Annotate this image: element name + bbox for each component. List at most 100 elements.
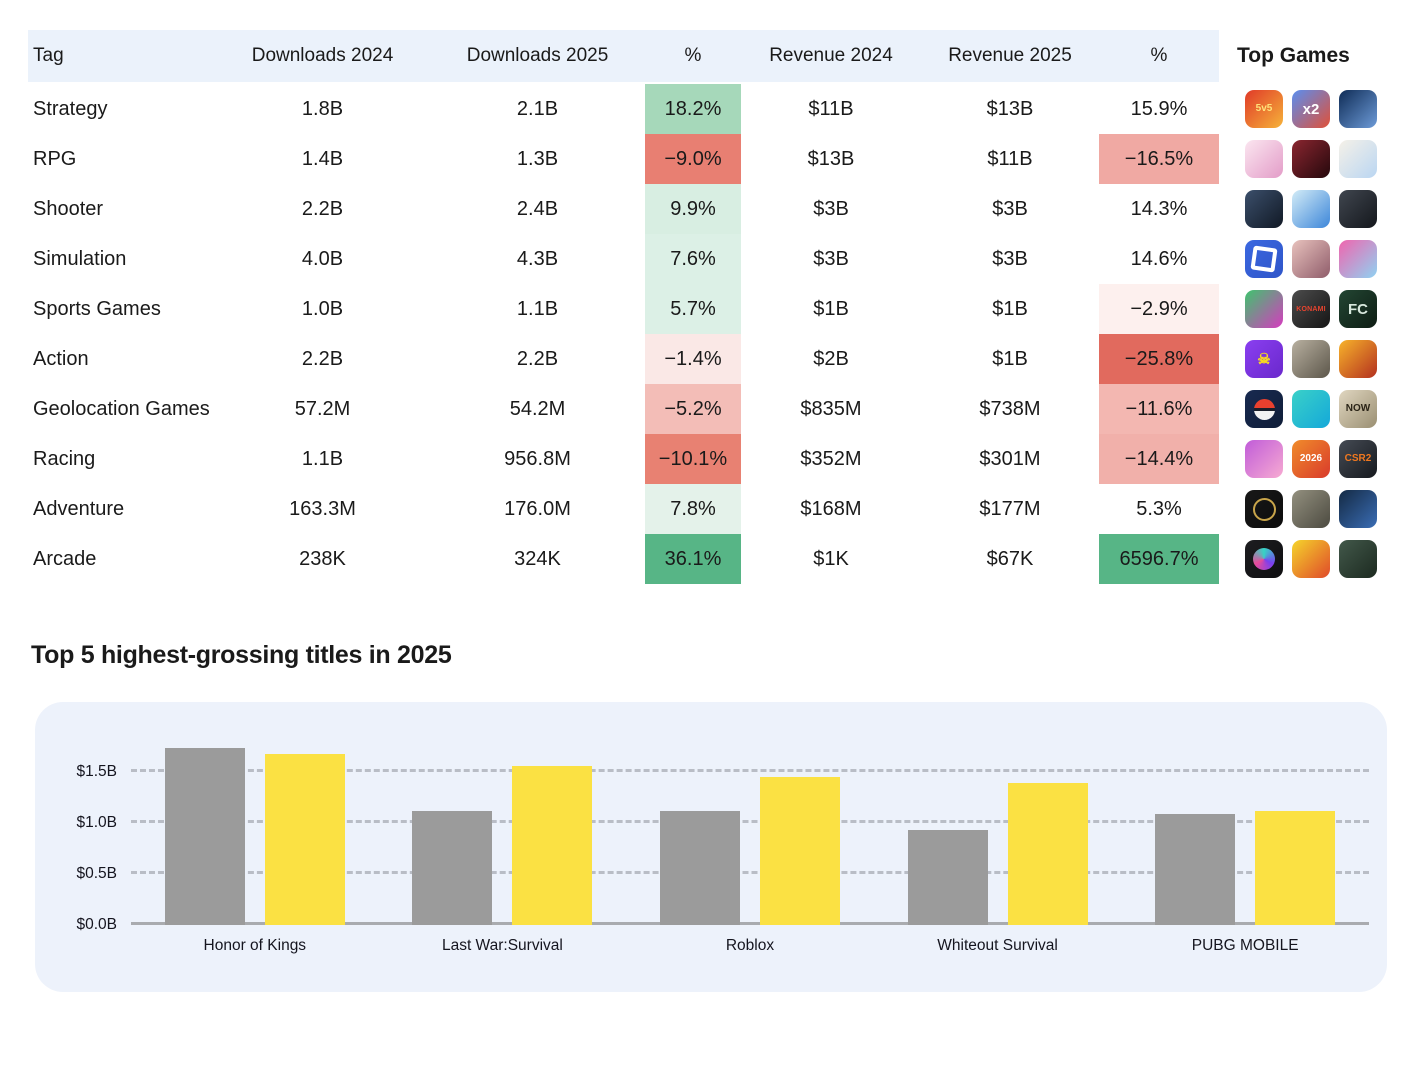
downloads-change-cell: −10.1% bbox=[645, 434, 741, 484]
downloads-change-cell: −5.2% bbox=[645, 384, 741, 434]
bar-group bbox=[1121, 702, 1369, 925]
chart-title: Top 5 highest-grossing titles in 2025 bbox=[31, 641, 452, 669]
bar-group bbox=[874, 702, 1122, 925]
revenue-2025-value: $13B bbox=[986, 97, 1034, 120]
downloads-2024-value: 2.2B bbox=[301, 197, 344, 220]
header-revenue-pct: % bbox=[1099, 30, 1219, 82]
downloads-2024-value: 1.1B bbox=[301, 447, 344, 470]
brawl-stars-glyph: ☠ bbox=[1257, 350, 1271, 368]
csr2-icon: CSR2 bbox=[1339, 440, 1377, 478]
twisted-wonderland-icon bbox=[1245, 490, 1283, 528]
category-label: Honor of Kings bbox=[203, 937, 307, 954]
top-games-icons: KONAMI FC bbox=[1219, 284, 1377, 334]
tag-label: Action bbox=[33, 347, 89, 370]
y-tick-label: $0.0B bbox=[76, 916, 117, 933]
downloads-change-cell: −1.4% bbox=[645, 334, 741, 384]
downloads-2025-value: 1.1B bbox=[516, 297, 559, 320]
csr2-glyph: CSR2 bbox=[1344, 453, 1372, 464]
table-row: Arcade 238K 324K 36.1% $1K $67K 6596.7% bbox=[28, 534, 1422, 584]
top-games-icons: 5v5 x2 bbox=[1219, 84, 1377, 134]
identity-v-icon bbox=[1292, 340, 1330, 378]
bar-2025 bbox=[759, 777, 840, 925]
ea-sports-fc-icon: FC bbox=[1339, 290, 1377, 328]
table-row: Geolocation Games 57.2M 54.2M −5.2% $835M $73… bbox=[28, 384, 1422, 434]
top-games-icons: NOW bbox=[1219, 384, 1377, 434]
honkai-star-rail-icon bbox=[1245, 140, 1283, 178]
downloads-2025-value: 324K bbox=[514, 547, 561, 570]
umamusume-icon bbox=[1339, 240, 1377, 278]
racing-2026-glyph: 2026 bbox=[1299, 453, 1323, 464]
roblox-icon bbox=[1245, 240, 1283, 278]
gridline bbox=[131, 820, 1369, 823]
downloads-2024-value: 238K bbox=[299, 547, 346, 570]
header-tag: Tag bbox=[28, 30, 215, 82]
revenue-change-cell: −14.4% bbox=[1099, 434, 1219, 484]
plot bbox=[131, 702, 1369, 925]
top-games-icons: 2026 CSR2 bbox=[1219, 434, 1377, 484]
action-flame-icon bbox=[1339, 340, 1377, 378]
revenue-2024-value: $1K bbox=[813, 547, 849, 570]
top-games-icons: ☠ bbox=[1219, 334, 1377, 384]
last-war-survival-glyph: x2 bbox=[1302, 100, 1320, 118]
last-war-survival-icon: x2 bbox=[1292, 90, 1330, 128]
downloads-change-cell: 7.6% bbox=[645, 234, 741, 284]
revenue-2024-value: $835M bbox=[800, 397, 862, 420]
arcade-swirl-icon bbox=[1245, 540, 1283, 578]
tag-label: RPG bbox=[33, 147, 77, 170]
revenue-2025-value: $738M bbox=[979, 397, 1041, 420]
table-row: Action 2.2B 2.2B −1.4% $2B $1B −25.8% ☠ bbox=[28, 334, 1422, 384]
revenue-2024-value: $13B bbox=[807, 147, 855, 170]
bar-2024 bbox=[1155, 813, 1236, 925]
downloads-2025-value: 2.4B bbox=[516, 197, 559, 220]
genshin-impact-icon bbox=[1339, 140, 1377, 178]
monster-hunter-now-icon: NOW bbox=[1339, 390, 1377, 428]
bar-2025 bbox=[512, 765, 593, 925]
tag-label: Geolocation Games bbox=[33, 397, 210, 420]
revenue-change-cell: 14.3% bbox=[1130, 197, 1188, 220]
honor-of-kings-icon: 5v5 bbox=[1245, 90, 1283, 128]
downloads-2024-value: 2.2B bbox=[301, 347, 344, 370]
revenue-2024-value: $3B bbox=[813, 247, 849, 270]
x-axis-line bbox=[131, 922, 1369, 925]
table-row: Shooter 2.2B 2.4B 9.9% $3B $3B 14.3% bbox=[28, 184, 1422, 234]
downloads-change-cell: 18.2% bbox=[645, 84, 741, 134]
revenue-change-cell: −11.6% bbox=[1099, 384, 1219, 434]
category-label: PUBG MOBILE bbox=[1191, 937, 1299, 954]
revenue-2025-value: $1B bbox=[992, 347, 1028, 370]
downloads-2024-value: 1.4B bbox=[301, 147, 344, 170]
top-games-icons bbox=[1219, 534, 1377, 584]
downloads-change-cell: 9.9% bbox=[645, 184, 741, 234]
arcade-warrior-icon bbox=[1339, 540, 1377, 578]
category-label: Roblox bbox=[725, 937, 775, 954]
last-day-on-earth-icon bbox=[1292, 490, 1330, 528]
revenue-2025-value: $3B bbox=[992, 247, 1028, 270]
tag-label: Shooter bbox=[33, 197, 104, 220]
downloads-2025-value: 176.0M bbox=[504, 497, 571, 520]
tag-label: Adventure bbox=[33, 497, 125, 520]
downloads-2024-value: 1.0B bbox=[301, 297, 344, 320]
bar-group bbox=[626, 702, 874, 925]
revenue-2025-value: $11B bbox=[987, 147, 1033, 170]
revenue-2025-value: $1B bbox=[992, 297, 1028, 320]
efootball-icon bbox=[1245, 290, 1283, 328]
y-tick-label: $1.5B bbox=[76, 763, 117, 780]
bar-group bbox=[131, 702, 379, 925]
revenue-2024-value: $11B bbox=[808, 97, 854, 120]
table-body: Strategy 1.8B 2.1B 18.2% $11B $13B 15.9% 5v5 x2 R… bbox=[28, 84, 1422, 584]
tag-label: Racing bbox=[33, 447, 96, 470]
revenue-2024-value: $3B bbox=[813, 197, 849, 220]
revenue-2024-value: $2B bbox=[813, 347, 849, 370]
downloads-2025-value: 956.8M bbox=[504, 447, 571, 470]
top-games-icons bbox=[1219, 134, 1377, 184]
downloads-change-cell: 5.7% bbox=[645, 284, 741, 334]
revenue-change-cell: 14.6% bbox=[1130, 247, 1188, 270]
downloads-2025-value: 4.3B bbox=[516, 247, 559, 270]
bar-2024 bbox=[659, 810, 740, 925]
bar-group bbox=[379, 702, 627, 925]
bar-2025 bbox=[1255, 810, 1336, 925]
downloads-change-cell: 7.8% bbox=[645, 484, 741, 534]
downloads-2025-value: 54.2M bbox=[509, 397, 566, 420]
table-row: Sports Games 1.0B 1.1B 5.7% $1B $1B −2.9% KONAM… bbox=[28, 284, 1422, 334]
chart-plot-area: $0.0B $0.5B $1.0B $1.5B bbox=[35, 702, 1387, 933]
revenue-2025-value: $177M bbox=[979, 497, 1041, 520]
